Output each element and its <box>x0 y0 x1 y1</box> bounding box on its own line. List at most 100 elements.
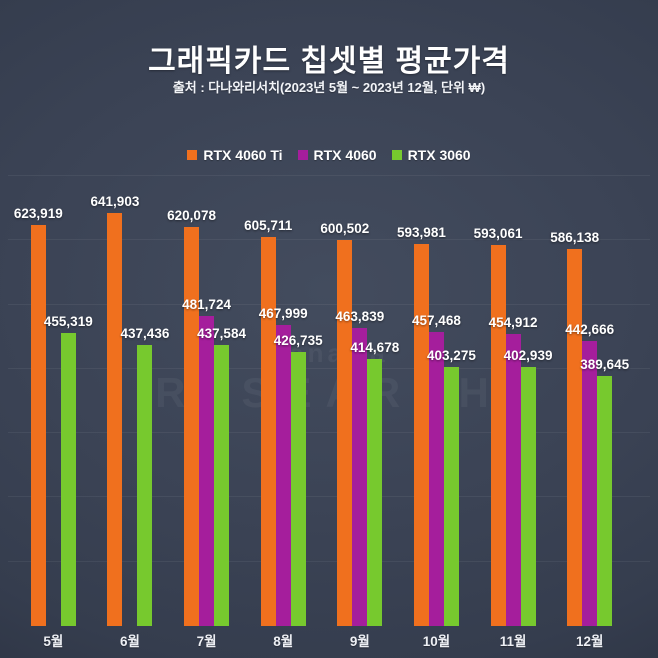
bar <box>184 227 200 626</box>
bar-slot: 623,919 <box>14 176 63 626</box>
value-label: 437,584 <box>197 325 246 341</box>
bar-group: 623,919 455,319 <box>14 176 93 626</box>
legend-label: RTX 4060 Ti <box>203 147 283 163</box>
bar <box>30 224 46 626</box>
legend-label: RTX 3060 <box>407 147 471 163</box>
bar <box>260 236 276 626</box>
x-axis-label: 10월 <box>422 634 451 649</box>
bar-slot: 586,138 <box>550 176 599 626</box>
bar-slot: 600,502 <box>320 176 369 626</box>
bar-group: 586,138 442,666 389,645 <box>550 176 629 626</box>
gridline <box>8 303 650 305</box>
bar-slot: 437,584 <box>197 176 246 626</box>
value-label: 426,735 <box>273 332 323 348</box>
x-axis-label: 6월 <box>119 634 140 649</box>
value-label: 600,502 <box>320 220 370 236</box>
bar-slot: 455,319 <box>44 176 93 626</box>
bar-slot <box>46 176 61 626</box>
value-label: 414,678 <box>350 340 400 356</box>
bar <box>597 375 613 626</box>
bar <box>290 351 306 626</box>
value-label: 463,839 <box>335 308 385 324</box>
bar-slot: 414,678 <box>350 176 399 626</box>
bar <box>352 327 368 626</box>
value-label: 402,939 <box>503 347 553 363</box>
plot-area: 623,919 455,319 641,903 437,436 620,078 481,7… <box>0 175 658 626</box>
bar-group: 593,061 454,912 402,939 <box>474 176 552 626</box>
x-axis-label: 12월 <box>575 634 604 649</box>
bar <box>582 341 598 626</box>
bar <box>520 366 536 626</box>
x-axis-label: 11월 <box>499 634 527 649</box>
bar <box>337 239 353 626</box>
x-axis-label: 7월 <box>196 634 217 649</box>
bar-slot: 402,939 <box>504 176 552 626</box>
bar <box>275 325 291 626</box>
bar-slot: 454,912 <box>489 176 537 626</box>
value-label: 481,724 <box>182 297 231 313</box>
bar <box>567 249 583 626</box>
legend-swatch-purple-icon <box>297 150 308 160</box>
bar-slot: 593,981 <box>397 176 446 626</box>
bar <box>443 366 459 626</box>
bar <box>60 333 76 626</box>
bar-slot: 389,645 <box>580 176 629 626</box>
bar-slot: 403,275 <box>427 176 476 626</box>
value-label: 641,903 <box>90 194 140 210</box>
gridline <box>8 496 650 498</box>
bar <box>505 333 521 626</box>
x-axis-label: 9월 <box>349 634 370 649</box>
bar-slot: 467,999 <box>259 176 308 626</box>
value-label: 620,078 <box>167 208 216 224</box>
value-label: 455,319 <box>43 314 93 330</box>
legend-label: RTX 4060 <box>313 147 377 163</box>
bar-group: 605,711 467,999 426,735 <box>244 176 323 626</box>
bar <box>490 244 506 626</box>
value-label: 593,981 <box>397 225 446 241</box>
bar <box>428 331 444 626</box>
bar <box>413 244 429 626</box>
value-label: 623,919 <box>13 205 63 221</box>
bar <box>367 359 383 626</box>
gridline <box>8 175 650 176</box>
legend-item-rtx-3060: RTX 3060 <box>391 147 471 163</box>
chart-subtitle: 출처 : 다나와리서치(2023년 5월 ~ 2023년 12월, 단위 ₩) <box>172 80 486 95</box>
value-label: 442,666 <box>565 322 615 338</box>
value-label: 437,436 <box>120 325 170 341</box>
bar <box>137 344 153 626</box>
bar-slot: 605,711 <box>244 176 292 626</box>
legend-item-rtx-4060-ti: RTX 4060 Ti <box>187 147 283 163</box>
bar <box>107 213 123 626</box>
bar-group: 620,078 481,724 437,584 <box>167 176 246 626</box>
bar-group: 641,903 437,436 <box>90 176 169 626</box>
value-label: 605,711 <box>244 217 293 233</box>
bar-slot: 426,735 <box>274 176 323 626</box>
gridline <box>8 367 650 369</box>
value-label: 593,061 <box>473 225 523 241</box>
value-label: 586,138 <box>550 230 600 246</box>
legend-item-rtx-4060: RTX 4060 <box>297 147 377 163</box>
bar-slot: 442,666 <box>565 176 614 626</box>
value-label: 454,912 <box>488 314 538 330</box>
value-label: 457,468 <box>412 312 461 328</box>
page-title: 그래픽카드 칩셋별 평균가격 <box>148 45 510 78</box>
x-axis-label: 5월 <box>43 634 64 649</box>
bar <box>214 344 230 626</box>
legend-swatch-green-icon <box>391 150 402 160</box>
gridline <box>8 239 650 241</box>
bar-slot: 593,061 <box>474 176 522 626</box>
bar-groups: 623,919 455,319 641,903 437,436 620,078 481,7… <box>14 176 629 626</box>
x-axis-label: 8월 <box>273 634 294 649</box>
bar-slot: 463,839 <box>335 176 384 626</box>
bar-group: 600,502 463,839 414,678 <box>320 176 399 626</box>
bar-slot: 481,724 <box>182 176 231 626</box>
legend-swatch-orange-icon <box>187 150 198 160</box>
bar-group: 593,981 457,468 403,275 <box>397 176 476 626</box>
bar-slot: 437,436 <box>121 176 169 626</box>
bar <box>199 316 215 626</box>
value-label: 403,275 <box>427 347 476 363</box>
value-label: 389,645 <box>580 356 630 372</box>
chart-legend: RTX 4060 Ti RTX 4060 RTX 3060 <box>0 147 658 163</box>
x-axis-labels: 5월 6월 7월 8월 9월 10월 11월 12월 <box>15 630 628 650</box>
gridline <box>8 432 650 434</box>
